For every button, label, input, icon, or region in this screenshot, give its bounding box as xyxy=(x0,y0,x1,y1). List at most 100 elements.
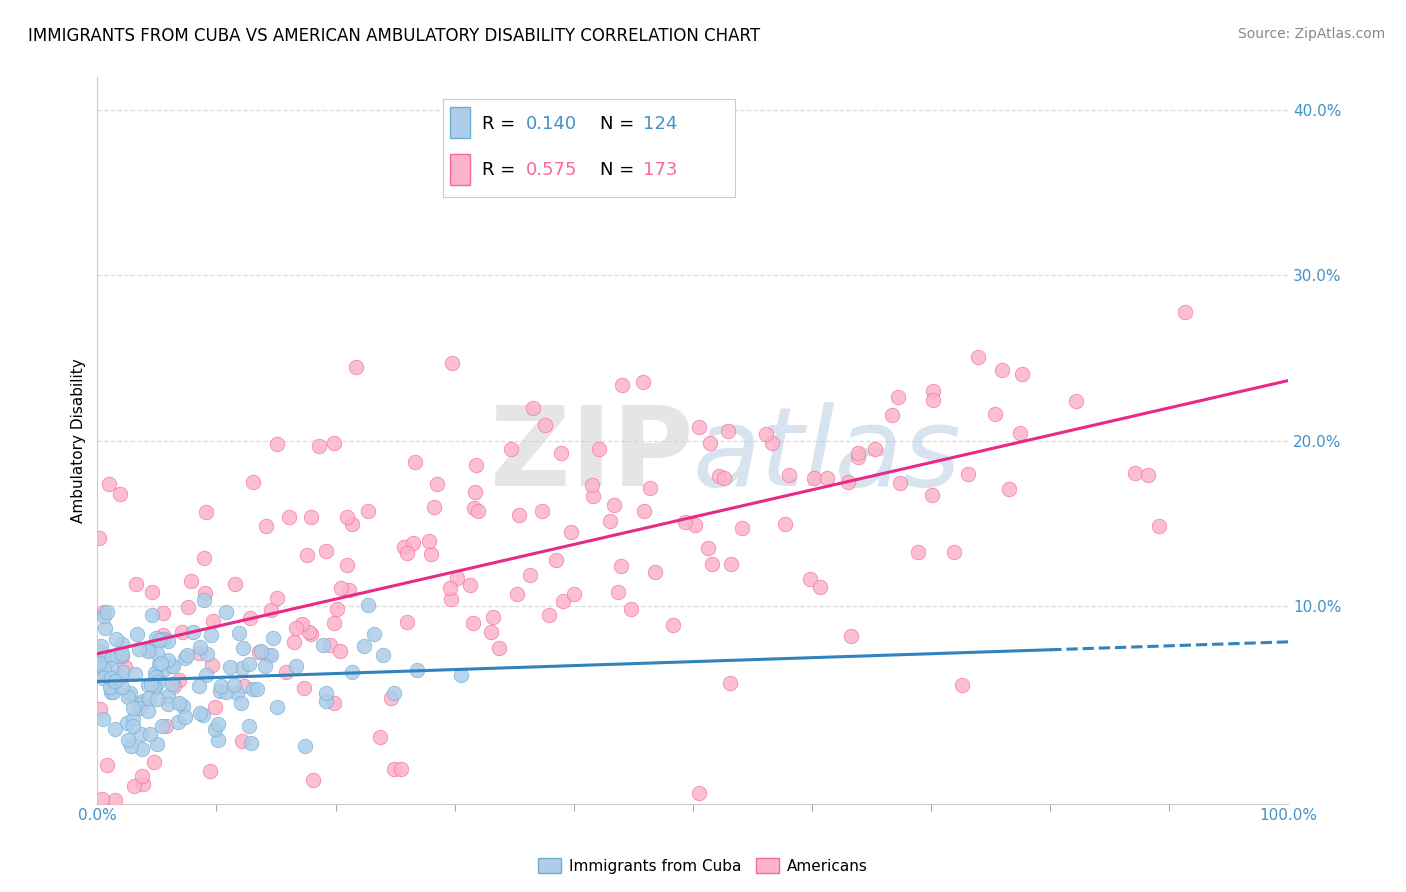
Point xyxy=(382,762,405,776)
Point xyxy=(215,685,238,699)
Point xyxy=(707,469,730,483)
Point xyxy=(688,420,710,434)
Point xyxy=(157,652,180,666)
Point xyxy=(136,678,159,692)
Point xyxy=(114,659,136,673)
Point xyxy=(93,605,115,619)
Point xyxy=(479,624,502,639)
Point xyxy=(395,546,418,560)
Point xyxy=(156,689,179,703)
Point xyxy=(633,503,655,517)
Point xyxy=(967,350,990,364)
Point xyxy=(100,685,122,699)
Point xyxy=(111,680,134,694)
Point xyxy=(208,684,231,698)
Point xyxy=(1174,304,1197,318)
Point xyxy=(254,518,277,533)
Point xyxy=(201,658,224,673)
Point xyxy=(353,639,375,653)
Point xyxy=(148,657,170,671)
Point xyxy=(172,698,194,713)
Point xyxy=(461,615,484,630)
Point xyxy=(228,625,250,640)
Point xyxy=(718,676,741,690)
Point xyxy=(488,640,510,655)
Point xyxy=(152,664,174,678)
Point xyxy=(207,733,229,747)
Point xyxy=(117,732,139,747)
Point xyxy=(215,605,238,619)
Point xyxy=(426,477,449,491)
Point xyxy=(167,714,190,729)
Point xyxy=(907,545,929,559)
Point xyxy=(89,644,111,658)
Point xyxy=(607,585,630,599)
Point xyxy=(150,719,173,733)
Point xyxy=(232,640,254,655)
Point xyxy=(322,615,344,630)
Point xyxy=(322,696,344,710)
Point xyxy=(176,648,198,662)
Point xyxy=(551,594,574,608)
Point xyxy=(465,458,488,473)
Point xyxy=(141,585,163,599)
Text: atlas: atlas xyxy=(693,401,962,508)
Point xyxy=(837,475,859,489)
Point xyxy=(250,644,273,658)
Point xyxy=(481,610,503,624)
Point xyxy=(371,648,394,662)
Point xyxy=(1125,466,1147,480)
Point xyxy=(815,470,838,484)
Point xyxy=(439,581,461,595)
Point xyxy=(582,490,605,504)
Point xyxy=(181,625,204,640)
Point xyxy=(100,661,122,675)
Point xyxy=(564,587,586,601)
Point xyxy=(808,580,831,594)
Point xyxy=(1137,468,1160,483)
Point xyxy=(302,773,325,788)
Point xyxy=(1149,518,1171,533)
Point xyxy=(104,722,127,736)
Point xyxy=(173,651,195,665)
Point xyxy=(631,376,654,390)
Point xyxy=(336,510,359,524)
Point xyxy=(730,521,752,535)
Point xyxy=(202,614,225,628)
Point xyxy=(124,576,146,591)
Point xyxy=(294,739,316,753)
Point xyxy=(599,515,621,529)
Point xyxy=(104,793,127,807)
Point xyxy=(143,665,166,680)
Point xyxy=(683,517,706,532)
Point xyxy=(688,786,710,800)
Point xyxy=(163,679,186,693)
Point xyxy=(423,500,446,514)
Point xyxy=(943,545,966,559)
Point xyxy=(778,468,800,483)
Point xyxy=(344,359,367,374)
Point xyxy=(96,757,118,772)
Point xyxy=(534,418,557,433)
Point xyxy=(224,577,246,591)
Point xyxy=(662,617,685,632)
Point xyxy=(247,645,270,659)
Point xyxy=(145,692,167,706)
Point xyxy=(97,477,120,491)
Point xyxy=(508,508,530,522)
Point xyxy=(463,500,485,515)
Point xyxy=(441,355,464,369)
Point xyxy=(389,763,412,777)
Point xyxy=(720,557,742,571)
Point xyxy=(139,677,162,691)
Point xyxy=(200,628,222,642)
Point xyxy=(93,652,115,666)
Point xyxy=(319,638,342,652)
Point xyxy=(620,601,643,615)
Point xyxy=(990,362,1012,376)
Point xyxy=(188,640,211,654)
Point xyxy=(342,665,364,679)
Point xyxy=(700,558,723,572)
Point xyxy=(111,637,134,651)
Point xyxy=(697,541,720,555)
